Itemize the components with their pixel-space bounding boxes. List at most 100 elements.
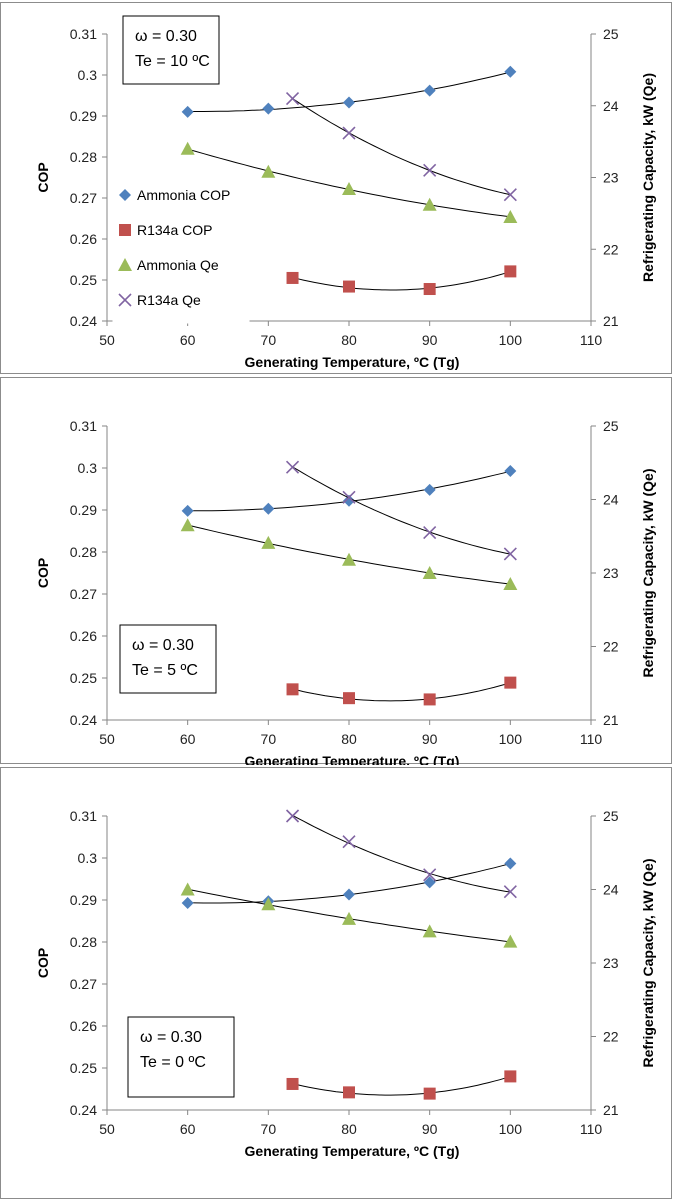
- y2-tick-label: 22: [603, 1029, 619, 1045]
- data-point: [422, 197, 437, 211]
- x-tick-label: 80: [341, 332, 357, 348]
- trendline: [292, 682, 511, 702]
- chart-panel: 50 60 70 80 90 100 110 0.24 0.25 0.26 0.27 0.28 0.29…: [0, 377, 672, 765]
- trendline: [292, 1076, 511, 1096]
- data-point: [423, 693, 436, 706]
- data-point: [285, 460, 300, 474]
- data-point: [181, 896, 194, 909]
- x-tick-label: 80: [341, 1121, 357, 1137]
- legend-box: [112, 172, 250, 324]
- data-point: [181, 105, 194, 118]
- x-tick-label: 50: [99, 332, 115, 348]
- data-point: [503, 577, 518, 591]
- x-tick-label: 100: [499, 731, 523, 747]
- y-tick-label: 0.28: [70, 544, 97, 560]
- y-axis-title: COP: [35, 558, 51, 588]
- data-point: [181, 504, 194, 517]
- data-point: [423, 868, 437, 882]
- annotation-text: ω = 0.30: [135, 28, 197, 45]
- y2-tick-label: 23: [603, 170, 619, 186]
- x-tick-label: 90: [422, 1121, 438, 1137]
- y-tick-label: 0.24: [70, 313, 97, 329]
- x-tick-label: 60: [180, 332, 196, 348]
- y2-tick-label: 25: [603, 808, 619, 824]
- y-tick-label: 0.31: [70, 418, 97, 434]
- legend-marker: [119, 189, 131, 201]
- trendline: [292, 814, 511, 893]
- y-tick-label: 0.31: [70, 26, 97, 42]
- data-point: [286, 271, 299, 284]
- y2-tick-label: 21: [603, 712, 619, 728]
- y2-tick-label: 21: [603, 313, 619, 329]
- data-point: [422, 566, 437, 579]
- x-tick-label: 50: [99, 731, 115, 747]
- data-point: [180, 141, 195, 155]
- data-point: [343, 1086, 355, 1099]
- y2-tick-label: 23: [603, 955, 619, 971]
- chart-svg: 50 60 70 80 90 100 110 0.24 0.25 0.26 0.27 0.28 0.29…: [35, 15, 656, 370]
- data-point: [423, 163, 437, 177]
- x-tick-label: 50: [99, 1121, 115, 1137]
- x-tick-label: 60: [180, 731, 196, 747]
- legend: Ammonia COP R134a COP Ammonia Qe R134a Qe: [112, 172, 250, 324]
- chart-svg: 50 60 70 80 90 100 110 0.24 0.25 0.26 0.27 0.28 0.29…: [35, 808, 656, 1159]
- annotation-text: Te = 5 ºC: [132, 662, 198, 679]
- y-tick-label: 0.28: [70, 934, 97, 950]
- data-point: [503, 209, 518, 223]
- y2-tick-label: 24: [603, 492, 619, 508]
- annotation-box: [119, 624, 217, 694]
- y2-tick-label: 22: [603, 241, 619, 257]
- data-point: [503, 188, 517, 202]
- data-point: [285, 809, 300, 823]
- x-axis-title: Generating Temperature, ºC (Tg): [245, 1143, 460, 1159]
- y-tick-label: 0.26: [70, 628, 97, 644]
- y-tick-label: 0.31: [70, 808, 97, 824]
- y2-axis-title: Refrigerating Capacity, kW (Qe): [640, 858, 656, 1067]
- y-tick-label: 0.26: [70, 1018, 97, 1034]
- y-axis-title: COP: [35, 162, 51, 192]
- data-point: [423, 526, 437, 540]
- data-point: [504, 1070, 517, 1083]
- annotation-box: [127, 1016, 235, 1098]
- y-tick-label: 0.25: [70, 670, 97, 686]
- legend-label: R134a Qe: [137, 292, 201, 308]
- data-point: [261, 535, 276, 549]
- data-point: [343, 96, 355, 109]
- trendline: [292, 466, 511, 555]
- x-tick-label: 110: [580, 1121, 603, 1137]
- y-tick-label: 0.29: [70, 502, 97, 518]
- data-point: [262, 502, 275, 515]
- x-tick-label: 70: [261, 1121, 277, 1137]
- x-tick-label: 100: [499, 1121, 523, 1137]
- legend-label: Ammonia COP: [137, 187, 230, 203]
- y2-tick-label: 24: [603, 98, 619, 114]
- data-point: [342, 835, 356, 849]
- y-tick-label: 0.3: [78, 460, 98, 476]
- x-tick-label: 110: [580, 332, 603, 348]
- y2-tick-label: 24: [603, 882, 619, 898]
- y-tick-label: 0.25: [70, 1060, 97, 1076]
- x-tick-label: 100: [499, 332, 523, 348]
- y-tick-label: 0.3: [78, 67, 98, 83]
- data-point: [285, 92, 300, 106]
- legend-label: R134a COP: [137, 222, 212, 238]
- trendline: [292, 98, 511, 196]
- data-point: [342, 911, 356, 925]
- data-point: [261, 897, 276, 911]
- data-point: [342, 126, 356, 140]
- y-tick-label: 0.27: [70, 190, 97, 206]
- x-tick-label: 70: [261, 332, 277, 348]
- data-point: [504, 676, 517, 689]
- y2-tick-label: 21: [603, 1102, 619, 1118]
- y-tick-label: 0.24: [70, 712, 97, 728]
- data-point: [504, 65, 517, 78]
- legend-marker: [119, 224, 131, 236]
- y-tick-label: 0.26: [70, 231, 97, 247]
- data-point: [343, 494, 355, 507]
- y-tick-label: 0.3: [78, 850, 98, 866]
- y2-tick-label: 25: [603, 418, 619, 434]
- annotation-box: [122, 15, 220, 85]
- data-point: [423, 876, 436, 889]
- y2-tick-label: 23: [603, 565, 619, 581]
